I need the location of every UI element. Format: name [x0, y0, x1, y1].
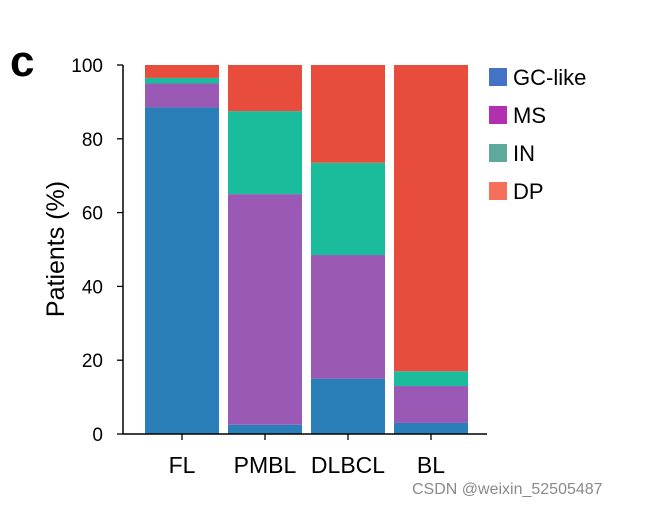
y-tick-label: 60	[82, 204, 103, 225]
panel-label: c	[10, 37, 34, 86]
bar-segment-bl-ms	[394, 386, 468, 423]
legend-label: GC-like	[513, 65, 586, 90]
legend-swatch	[489, 144, 507, 162]
bars-layer	[145, 65, 468, 434]
bar-segment-bl-dp	[394, 65, 468, 372]
y-tick-label: 40	[82, 277, 103, 298]
y-tick-label: 20	[82, 351, 103, 372]
legend-swatch	[489, 106, 507, 124]
y-tick-label: 80	[82, 130, 103, 151]
x-tick-label: PMBL	[234, 452, 297, 478]
x-tick-label: FL	[169, 452, 196, 478]
bar-segment-fl-dp	[145, 65, 219, 78]
bar-segment-dlbcl-ms	[311, 255, 385, 379]
y-axis-title: Patients (%)	[42, 181, 70, 317]
bar-segment-pmbl-gc-like	[228, 424, 302, 434]
bar-segment-pmbl-dp	[228, 65, 302, 112]
bar-segment-bl-in	[394, 371, 468, 387]
bar-segment-bl-gc-like	[394, 422, 468, 434]
bar-segment-dlbcl-dp	[311, 65, 385, 163]
y-tick-label: 100	[71, 56, 103, 77]
bar-segment-dlbcl-in	[311, 162, 385, 256]
x-tick-label: BL	[417, 452, 445, 478]
legend-label: DP	[513, 179, 544, 204]
bar-segment-fl-in	[145, 77, 219, 84]
axes-layer: FL PMBL DLBCL BL 0 20 40 60 80 100	[71, 56, 487, 478]
bar-segment-pmbl-ms	[228, 194, 302, 425]
legend-swatch	[489, 182, 507, 200]
legend-label: MS	[513, 103, 546, 128]
y-tick-label: 0	[92, 425, 103, 446]
legend: GC-like MS IN DP	[489, 65, 586, 204]
bar-segment-fl-gc-like	[145, 107, 219, 434]
legend-label: IN	[513, 141, 535, 166]
legend-swatch	[489, 68, 507, 86]
bar-segment-fl-ms	[145, 83, 219, 108]
bar-segment-pmbl-in	[228, 111, 302, 195]
watermark: CSDN @weixin_52505487	[412, 481, 603, 498]
x-tick-label: DLBCL	[311, 452, 385, 478]
bar-segment-dlbcl-gc-like	[311, 378, 385, 434]
